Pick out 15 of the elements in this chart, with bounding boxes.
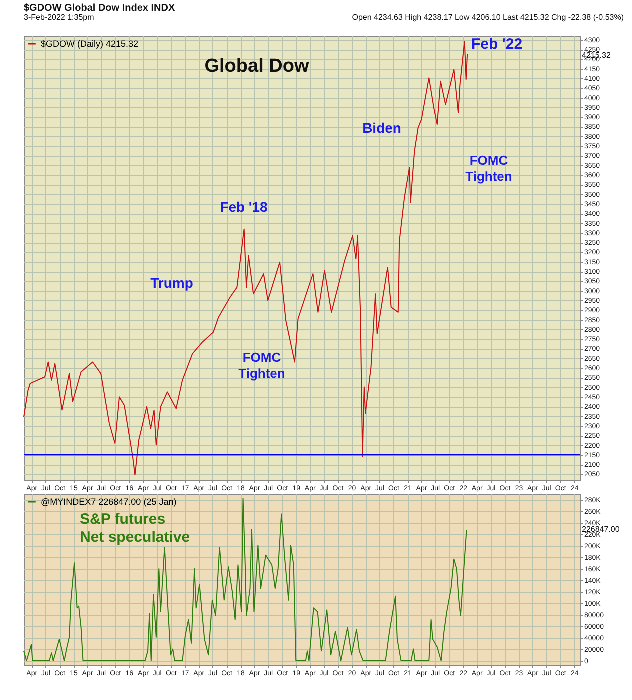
annotation: Feb '22 xyxy=(471,36,523,53)
text: 3-Feb-2022 1:35pm xyxy=(24,13,95,22)
text: $GDOW Global Dow Index INDX xyxy=(24,3,176,14)
annotation: FOMC Tighten xyxy=(466,153,512,184)
text: Open 4234.63 High 4238.17 Low 4206.10 Last 4215.32 Chg -22.38 (-0.53%) xyxy=(352,13,624,22)
annotation: FOMC Tighten xyxy=(238,350,286,381)
text: Global Dow xyxy=(204,56,310,77)
line-series xyxy=(24,498,468,662)
annotation: S&P futures Net speculative xyxy=(80,511,190,546)
annotation: Trump xyxy=(150,275,194,291)
annotation: Feb '18 xyxy=(220,199,268,215)
text: 226847.00 xyxy=(582,525,620,534)
legend-label: $GDOW (Daily) 4215.32 xyxy=(41,39,139,49)
legend-label: @MYINDEX7 226847.00 (25 Jan) xyxy=(41,497,177,507)
annotation: Biden xyxy=(362,120,402,136)
